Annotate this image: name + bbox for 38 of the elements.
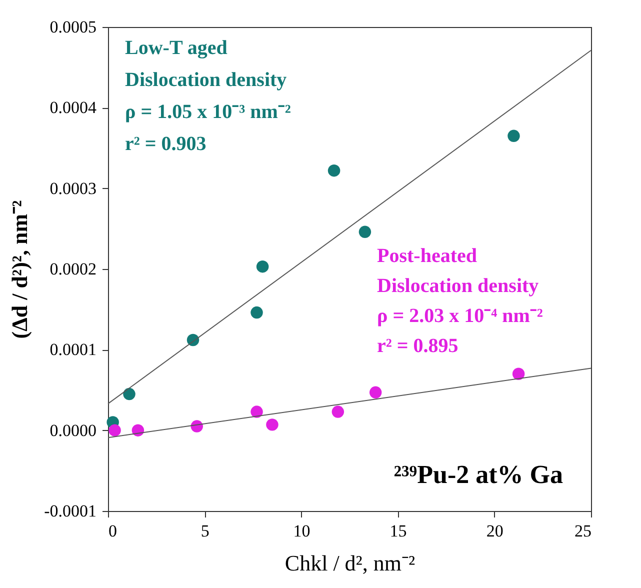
y-tick-label: 0.0001 — [50, 340, 96, 360]
annotation: ²³⁹Pu-2 at% Ga — [394, 460, 563, 489]
annotation: Dislocation density — [377, 275, 539, 297]
y-tick-label: 0.0004 — [50, 98, 97, 118]
point — [256, 260, 269, 273]
text: Low-T aged — [125, 37, 228, 59]
annotation: ρ = 1.05 x 10⁻³ nm⁻² — [125, 101, 291, 123]
annotation: Dislocation density — [125, 69, 287, 91]
x-tick-label: 25 — [574, 522, 592, 540]
annotation: ρ = 2.03 x 10⁻⁴ nm⁻² — [377, 305, 543, 327]
annotation: r² = 0.895 — [377, 335, 458, 357]
point — [358, 226, 372, 238]
text: Post-heated — [377, 245, 477, 267]
y-tick-label: -0.0001 — [44, 502, 96, 520]
x-tick-label: 5 — [200, 522, 210, 540]
point — [190, 420, 203, 432]
x-tick-label: 20 — [486, 522, 504, 540]
point — [266, 418, 278, 431]
annotation: r² = 0.903 — [125, 133, 206, 155]
point — [328, 164, 340, 177]
point — [512, 368, 525, 380]
y-tick-label: 0.0005 — [50, 18, 96, 36]
y-tick-label: 0.0002 — [50, 260, 96, 278]
y-axis-title: (Δd / d²)², nm⁻² — [7, 200, 32, 339]
point — [132, 424, 144, 436]
point — [369, 386, 382, 399]
point — [250, 306, 263, 319]
point — [250, 406, 263, 418]
point — [332, 406, 344, 418]
point — [108, 424, 121, 436]
point — [508, 130, 520, 142]
x-tick-label: 0 — [108, 522, 117, 540]
x-tick-label: 15 — [390, 522, 407, 540]
y-tick-label: 0.0003 — [50, 178, 96, 198]
x-axis-title: Chkl / d², nm⁻² — [284, 550, 416, 576]
y-tick-label: 0.0000 — [50, 420, 96, 440]
x-tick-label: 10 — [293, 522, 310, 540]
point — [123, 388, 136, 400]
